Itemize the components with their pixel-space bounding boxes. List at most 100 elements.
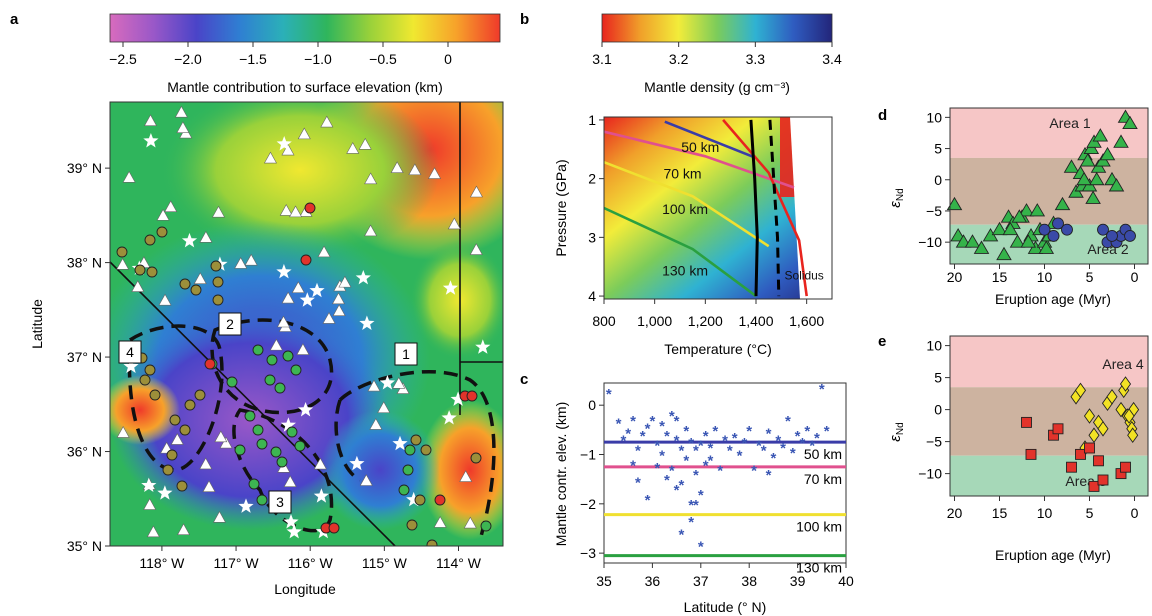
- y-tick-label: 1: [588, 112, 596, 128]
- volcanic-field-marker: [346, 141, 360, 154]
- sample-site-dot: [179, 278, 191, 290]
- scatter-point: [1093, 455, 1104, 467]
- volcanic-field-marker: [164, 200, 178, 213]
- y-tick-label: −1: [580, 447, 596, 463]
- scatter-point: *: [688, 435, 694, 452]
- volcanic-field-marker: [143, 498, 157, 510]
- sample-site-dot: [304, 202, 316, 214]
- panel-a: a −2.5 −2.0 −1.5 −1.0 −0.5 0 Mantle contribut…: [10, 11, 504, 597]
- area-annotation: Area 1: [1049, 115, 1090, 131]
- sample-site-dot: [282, 350, 294, 362]
- colorbar-a: [109, 13, 501, 43]
- y-tick-label: 4: [588, 288, 596, 304]
- y-tick-label: 5: [934, 370, 942, 386]
- scatter-point: *: [751, 462, 757, 479]
- colorbar-tick-label: −2.0: [174, 51, 202, 67]
- map-x-label: Longitude: [274, 581, 336, 597]
- scatter-point: [1097, 474, 1109, 486]
- scatter-point: [1106, 389, 1118, 405]
- sample-site-dot: [480, 520, 492, 532]
- scatter-point: *: [698, 487, 704, 504]
- relief-map: 1 2 3 4 118° W 117° W 116° W 115° W 114° W 35° …: [29, 101, 504, 597]
- sample-site-dot: [212, 294, 224, 306]
- earthquake-star-marker: [143, 133, 159, 148]
- x-tick-label: 0: [1131, 269, 1139, 285]
- earthquake-star-marker: [355, 270, 371, 285]
- area-label-box: [218, 312, 242, 336]
- volcanic-field-marker: [193, 272, 207, 284]
- map-symbols: [116, 105, 492, 546]
- earthquake-star-marker: [313, 488, 329, 503]
- volcanic-field-marker: [291, 281, 305, 293]
- earthquake-star-marker: [298, 402, 314, 417]
- area-3-outline: [232, 408, 334, 533]
- scatter-point: *: [659, 418, 665, 435]
- volcanic-field-marker: [116, 257, 130, 270]
- sample-site-dot: [398, 484, 410, 496]
- colorbar-tick-label: −1.0: [304, 51, 332, 67]
- scatter-point: [1038, 223, 1051, 236]
- scatter-point: *: [683, 423, 689, 440]
- sample-site-dot: [290, 364, 302, 376]
- plot-frame: [949, 335, 1149, 497]
- earthquake-star-marker: [157, 485, 173, 500]
- scatter-point: *: [693, 467, 699, 484]
- scatter-point: *: [795, 428, 801, 445]
- colorbar-tick-label: −1.5: [239, 51, 267, 67]
- volcanic-field-marker: [447, 217, 461, 230]
- volcanic-field-marker: [463, 516, 477, 529]
- volcanic-field-marker: [369, 417, 383, 430]
- pt-curve: [768, 119, 781, 297]
- volcanic-field-marker: [428, 167, 442, 179]
- scatter-point: *: [683, 452, 689, 469]
- scatter-point: *: [625, 425, 631, 442]
- map-x-tick-label: 115° W: [362, 555, 408, 571]
- x-tick-label: 35: [596, 573, 612, 589]
- state-boundary-ca-nv: [110, 261, 396, 546]
- scatter-point: *: [756, 438, 762, 455]
- x-tick-label: 800: [592, 313, 616, 329]
- map-area-labels: 1 2 3 4: [118, 312, 418, 514]
- volcanic-field-marker: [174, 105, 188, 118]
- scatter-point: *: [698, 539, 704, 556]
- sample-site-dot: [328, 522, 340, 534]
- scatter-point: [1052, 423, 1064, 435]
- earthquake-star-marker: [280, 417, 296, 432]
- scatter-point: [1020, 234, 1037, 248]
- area-annotation: Area 4: [1102, 356, 1143, 372]
- scatter-point: [1029, 203, 1046, 217]
- area-label-box: [268, 490, 292, 514]
- scatter-point: *: [620, 433, 626, 450]
- colorbar-tick-label: 3.2: [669, 51, 689, 67]
- scatter-point: *: [741, 435, 747, 452]
- colorbar-tick-label: −0.5: [369, 51, 397, 67]
- x-tick-label: 36: [645, 573, 661, 589]
- scatter-point: [1018, 203, 1035, 217]
- panel-c-x-label: Latitude (° N): [684, 599, 767, 615]
- earthquake-star-marker: [309, 282, 325, 298]
- panel-d-y-label: εNd: [887, 188, 906, 207]
- panel-c-y-ticks: 0 −1 −2 −3: [580, 397, 604, 561]
- volcanic-field-marker: [122, 170, 136, 183]
- panel-c-x-ticks: 35 36 37 38 39 40: [596, 563, 854, 589]
- sample-site-dot: [166, 449, 178, 461]
- scatter-point: *: [761, 443, 767, 460]
- pt-curve-label: 50 km: [681, 139, 719, 155]
- y-tick-label: −10: [918, 234, 942, 250]
- colorbar-b-label: Mantle density (g cm⁻³): [644, 79, 790, 95]
- map-y-tick-label: 36° N: [67, 444, 102, 460]
- scatter-point: [1063, 159, 1080, 173]
- sample-site-dot: [210, 260, 222, 272]
- sample-site-dot: [134, 264, 146, 276]
- y-tick-label: 5: [934, 141, 942, 157]
- y-tick-label: −5: [926, 203, 942, 219]
- volcanic-field-marker: [469, 243, 483, 255]
- map-region-yellow-east: [410, 240, 503, 360]
- earthquake-star-marker: [283, 514, 299, 529]
- scatter-point: [1009, 234, 1026, 248]
- scatter-point: *: [800, 435, 806, 452]
- scatter-point: *: [649, 413, 655, 430]
- x-tick-label: 0: [1131, 505, 1139, 521]
- depth-line-label: 50 km: [804, 446, 842, 462]
